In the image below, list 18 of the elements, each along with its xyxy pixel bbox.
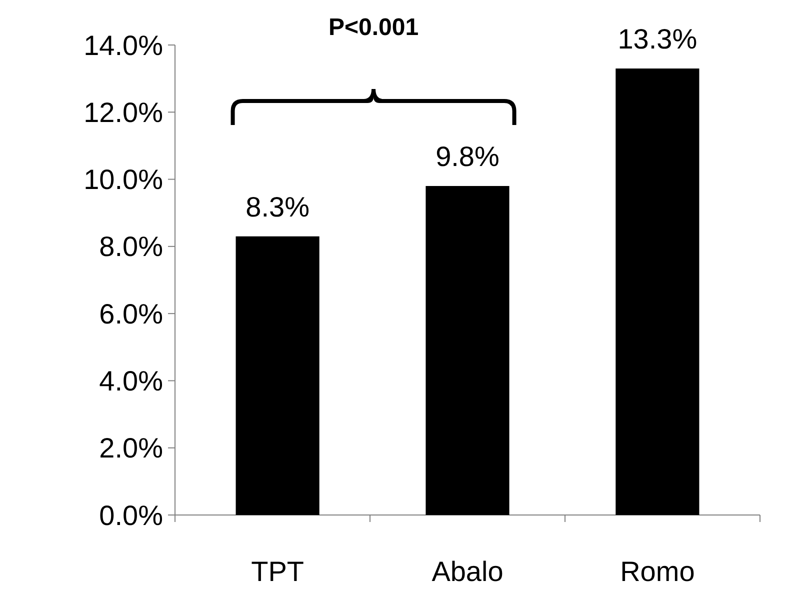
y-tick-label: 14.0%	[84, 30, 163, 61]
bar	[616, 68, 700, 515]
x-tick-label: TPT	[251, 556, 304, 587]
data-label: 13.3%	[618, 24, 698, 54]
y-tick-label: 0.0%	[99, 500, 163, 531]
x-tick-label: Romo	[620, 556, 695, 587]
y-tick-label: 10.0%	[84, 164, 163, 196]
y-tick-label: 4.0%	[99, 366, 163, 397]
bar	[426, 186, 510, 515]
y-tick-label: 6.0%	[99, 298, 163, 330]
bar	[236, 236, 320, 515]
y-tick-label: 2.0%	[99, 432, 163, 464]
data-label: 8.3%	[246, 191, 310, 222]
x-tick-label: Abalo	[432, 556, 504, 587]
y-tick-label: 12.0%	[84, 96, 163, 128]
data-label: 9.8%	[436, 141, 500, 172]
text: P<0.001	[328, 14, 419, 41]
y-tick-label: 8.0%	[99, 231, 163, 262]
